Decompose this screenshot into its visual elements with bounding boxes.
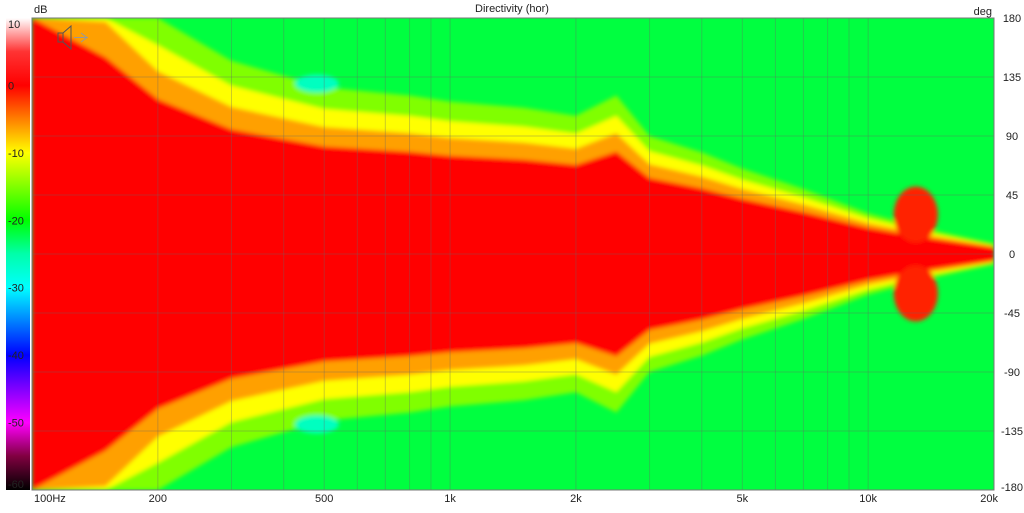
color-bar-ticks: 10 0 -10 -20 -30 -40 -50 -60 [8, 19, 24, 491]
x-tick-label: 10k [859, 493, 877, 505]
y-tick-label: 90 [1006, 131, 1018, 143]
y-tick-label: 45 [1006, 190, 1018, 202]
color-bar-tick-label: -60 [8, 479, 24, 491]
x-tick-label: 1k [444, 493, 456, 505]
x-tick-label: 20k [980, 493, 998, 505]
minimum-spot [294, 415, 339, 434]
x-tick-label: 2k [570, 493, 582, 505]
x-tick-label: 100Hz [34, 493, 66, 505]
y-tick-label: 180 [1003, 13, 1021, 25]
chart-title: Directivity (hor) [475, 3, 549, 15]
minimum-spot [294, 74, 339, 93]
band-0db [32, 18, 994, 490]
y-axis-ticks: 180 135 90 45 0 -45 -90 -135 -180 [1001, 13, 1023, 494]
color-bar-tick-label: -40 [8, 350, 24, 362]
plot-border [31, 17, 995, 491]
y-axis-unit-label: deg [974, 6, 992, 18]
color-bar-tick-label: -30 [8, 283, 24, 295]
color-bar-tick-label: -20 [8, 215, 24, 227]
x-tick-label: 200 [149, 493, 167, 505]
color-bar [6, 18, 30, 490]
lobe-spot [893, 186, 938, 243]
y-tick-label: -45 [1004, 308, 1020, 320]
color-bar-tick-label: -10 [8, 148, 24, 160]
lobe-spot [893, 265, 938, 322]
color-bar-unit-label: dB [34, 4, 47, 16]
grid-layer [32, 18, 994, 490]
heatmap-layer [32, 18, 994, 490]
y-tick-label: -180 [1001, 482, 1023, 494]
speaker-icon [57, 24, 88, 51]
y-tick-label: 0 [1009, 249, 1015, 261]
color-bar-tick-label: -50 [8, 418, 24, 430]
x-axis-ticks: 100Hz 200 500 1k 2k 5k 10k 20k [34, 493, 998, 505]
x-tick-label: 5k [736, 493, 748, 505]
y-tick-label: -135 [1001, 426, 1023, 438]
y-tick-label: 135 [1003, 72, 1021, 84]
x-tick-label: 500 [315, 493, 333, 505]
y-tick-label: -90 [1004, 367, 1020, 379]
color-bar-tick-label: 10 [8, 19, 20, 31]
color-bar-tick-label: 0 [8, 80, 14, 92]
